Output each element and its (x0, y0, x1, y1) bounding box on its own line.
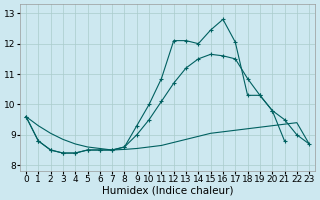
X-axis label: Humidex (Indice chaleur): Humidex (Indice chaleur) (102, 186, 233, 196)
